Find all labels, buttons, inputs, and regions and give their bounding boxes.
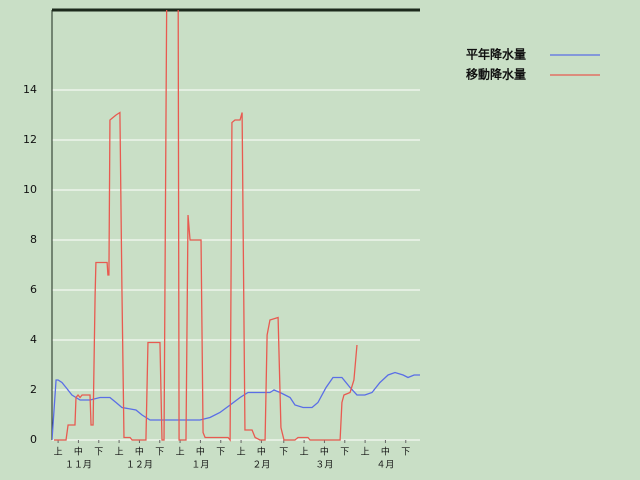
x-tick-label: 上 [54,447,63,458]
x-tick-label: 下 [216,448,225,458]
x-tick-label: 下 [279,448,288,458]
legend-label: 平年降水量 [466,47,526,62]
x-group-label: １１月 [65,460,92,471]
x-group-label: １月 [191,460,209,471]
y-tick-label: 0 [30,433,37,446]
y-tick-label: 12 [23,133,37,146]
x-group-label: ４月 [376,460,394,471]
x-tick-label: 下 [401,448,410,458]
x-tick-label: 上 [361,447,370,458]
x-tick-label: 下 [155,448,164,458]
x-tick-label: 上 [237,447,246,458]
x-group-label: ２月 [252,460,270,471]
x-tick-label: 上 [115,447,124,458]
series-line [52,371,420,441]
x-tick-label: 上 [300,447,309,458]
labels: 02468101214上中下上中下上中下上中下上中下上中下１１月 １２月 １月 ２月 ３… [23,47,600,471]
x-group-label: ３月 [315,460,333,471]
x-tick-label: 中 [135,446,144,458]
series-line [54,10,358,442]
grid [51,8,420,443]
y-tick-label: 2 [30,383,37,396]
x-tick-label: 中 [381,446,390,458]
y-tick-label: 14 [23,83,37,96]
legend-label: 移動降水量 [466,67,526,82]
x-tick-label: 下 [340,448,349,458]
x-tick-label: 中 [320,446,329,458]
plot-area [52,10,420,442]
y-tick-label: 8 [30,233,37,246]
y-tick-label: 4 [30,333,37,346]
x-tick-label: 上 [176,447,185,458]
x-group-label: １２月 [126,460,153,471]
x-tick-label: 中 [257,446,266,458]
y-tick-label: 10 [23,183,37,196]
y-tick-label: 6 [30,283,37,296]
x-tick-label: 中 [196,446,205,458]
x-tick-label: 中 [74,446,83,458]
x-tick-label: 下 [94,448,103,458]
